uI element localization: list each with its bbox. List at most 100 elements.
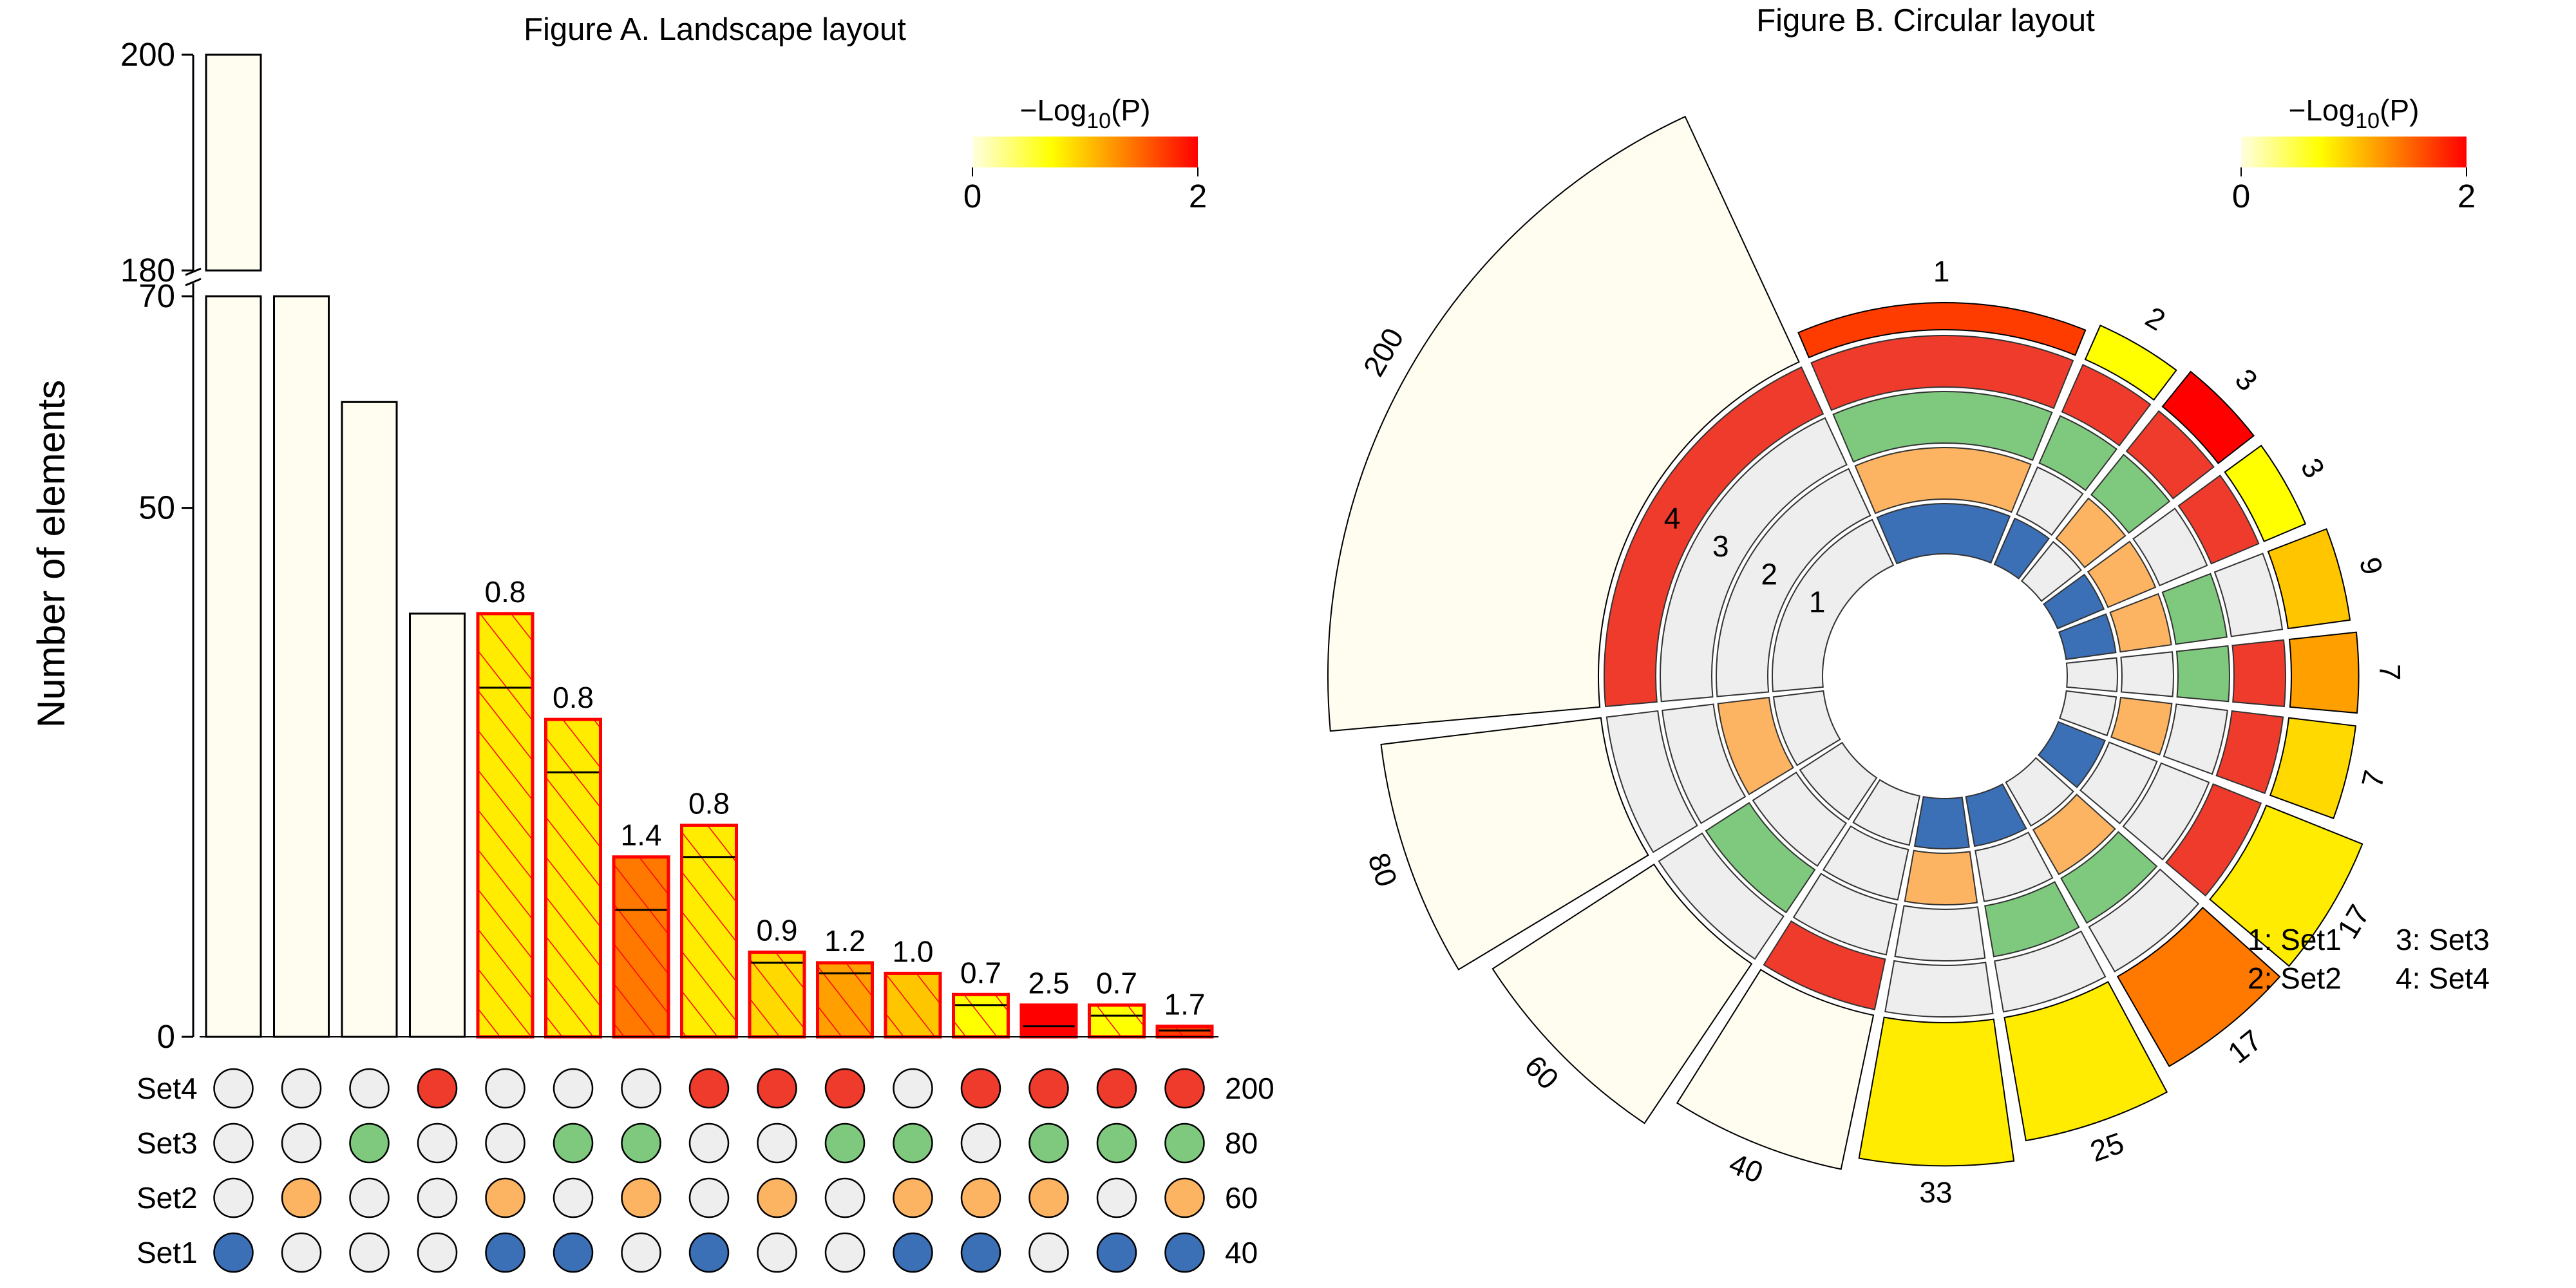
outer-size-bar <box>1676 969 1875 1170</box>
bar-hatch <box>750 952 804 1037</box>
bar-hatch <box>681 825 737 1037</box>
set-member-dot <box>485 1232 526 1273</box>
set-empty-dot <box>349 1232 390 1273</box>
sector-empty-cell <box>2163 703 2228 775</box>
set-empty-dot <box>213 1068 254 1109</box>
legend-entry: 3: Set3 <box>2396 923 2490 956</box>
set-member-dot <box>893 1122 933 1164</box>
set-member-dot <box>960 1068 1001 1109</box>
set-member-dot <box>1096 1232 1137 1273</box>
bar <box>341 401 398 1038</box>
bar-hatch <box>817 963 873 1037</box>
set-empty-dot <box>621 1232 661 1273</box>
sector-member-cell <box>2215 710 2284 795</box>
ring-label: 4 <box>1664 502 1681 535</box>
sector-member-cell <box>1705 802 1816 914</box>
outer-size-bar <box>2288 631 2360 714</box>
set-member-dot <box>553 1232 594 1273</box>
sector-member-cell <box>1832 391 2053 463</box>
colorbar-gradient <box>972 137 1198 167</box>
outer-size-label: 200 <box>1356 322 1410 381</box>
ring-label: 2 <box>1761 558 1777 591</box>
colorbar-title: −Log10(P) <box>1020 93 1151 133</box>
outer-size-bar <box>2269 717 2356 820</box>
sector-member-cell <box>2032 793 2116 876</box>
ring-label: 1 <box>1809 585 1826 619</box>
sector-empty-cell <box>1752 771 1848 867</box>
outer-size-label: 7 <box>2373 664 2407 681</box>
outer-size-label: 33 <box>1919 1175 1953 1209</box>
set-empty-dot <box>824 1177 866 1218</box>
set-empty-dot <box>824 1232 866 1273</box>
outer-size-label: 3 <box>2295 453 2332 484</box>
set-member-dot <box>757 1177 797 1218</box>
y-tick-label: 200 <box>120 36 175 73</box>
sector-member-cell <box>1717 696 1794 795</box>
outer-size-label: 3 <box>2229 362 2264 397</box>
p-value-label: 1.0 <box>893 934 934 968</box>
legend-entry: 1: Set1 <box>2248 923 2342 956</box>
figure-a-title: Figure A. Landscape layout <box>524 12 906 47</box>
p-value-label: 0.7 <box>960 956 1001 989</box>
set-member-dot <box>1028 1177 1069 1218</box>
set-empty-dot <box>281 1068 322 1109</box>
sector-empty-cell <box>2005 757 2074 827</box>
bar-hatch <box>1089 1005 1144 1037</box>
colorbar-title: −Log10(P) <box>2289 93 2420 133</box>
outer-size-label: 1 <box>1933 254 1949 288</box>
sector-empty-cell <box>2122 762 2210 861</box>
outer-size-bar <box>2003 981 2168 1142</box>
set-member-dot <box>621 1122 661 1164</box>
sector-member-cell <box>1876 503 2011 565</box>
sector-empty-cell <box>1975 831 2054 902</box>
ring-cell <box>1716 468 1871 697</box>
p-value-label: 2.5 <box>1028 967 1070 1000</box>
set-member-dot <box>281 1177 322 1218</box>
set-size-label: 60 <box>1225 1181 1258 1215</box>
p-value-label: 0.8 <box>485 575 526 609</box>
sector-empty-cell <box>2059 690 2117 737</box>
ring-cell <box>1604 366 1824 708</box>
bar-hatch <box>1021 1005 1076 1037</box>
sector-member-cell <box>2038 415 2118 491</box>
sector-member-cell <box>2037 721 2106 789</box>
set-empty-dot <box>349 1068 390 1109</box>
sector-member-cell <box>1854 447 2032 515</box>
sector-empty-cell <box>2120 651 2174 697</box>
figure-a-y-axis-label: Number of elements <box>30 380 73 728</box>
sector-empty-cell <box>2213 553 2284 638</box>
set-empty-dot <box>960 1122 1001 1164</box>
bar-hatch <box>886 973 940 1037</box>
sector-empty-cell <box>1822 825 1909 901</box>
sector-empty-cell <box>2079 741 2158 825</box>
set-empty-dot <box>349 1177 390 1218</box>
set-empty-dot <box>417 1232 458 1273</box>
set-empty-dot <box>281 1122 322 1164</box>
sector-empty-cell <box>2088 868 2200 972</box>
sector-empty-cell <box>1605 710 1698 853</box>
sector-member-cell <box>2161 573 2228 645</box>
bar <box>205 295 262 1038</box>
sector-member-cell <box>2055 497 2126 569</box>
sector-empty-cell <box>1894 905 1986 961</box>
sector-member-cell <box>1913 795 1970 849</box>
outer-size-bar <box>2116 906 2281 1068</box>
set-label: Set2 <box>137 1181 198 1215</box>
figure-b-colorbar: −Log10(P) 0 2 <box>2232 93 2476 214</box>
sector-empty-cell <box>1799 741 1878 820</box>
set-label: Set3 <box>137 1126 198 1160</box>
outer-size-label: 80 <box>1361 849 1404 891</box>
outer-size-bar <box>2209 804 2363 967</box>
set-empty-dot <box>757 1122 797 1164</box>
sector-member-cell <box>2110 696 2173 756</box>
set-empty-dot <box>1096 1177 1137 1218</box>
set-empty-dot <box>553 1068 594 1109</box>
set-member-dot <box>688 1068 730 1109</box>
set-member-dot <box>688 1232 730 1273</box>
y-tick-label: 50 <box>138 489 175 526</box>
set-empty-dot <box>213 1177 254 1218</box>
outer-size-label: 60 <box>1519 1049 1566 1096</box>
set-member-dot <box>1164 1068 1205 1109</box>
sector-member-cell <box>2061 364 2152 447</box>
